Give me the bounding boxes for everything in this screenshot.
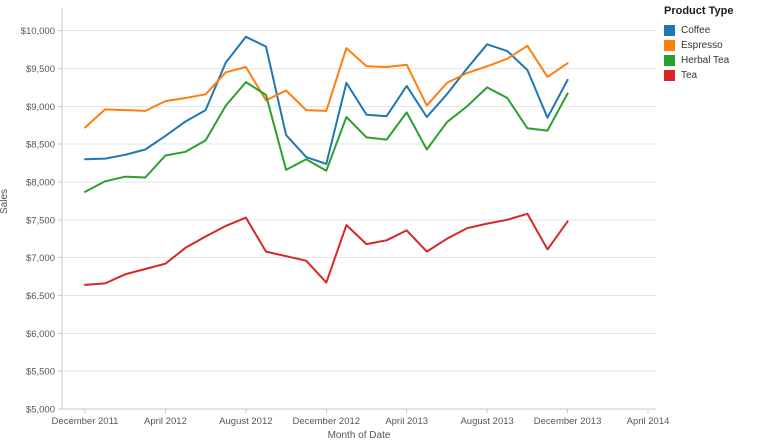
y-tick-label: $5,000 — [26, 405, 55, 416]
coffee-swatch-icon — [664, 25, 675, 36]
legend-item-label: Coffee — [681, 25, 711, 36]
legend-item-tea[interactable]: Tea — [664, 70, 764, 81]
series-line-tea[interactable] — [84, 212, 569, 286]
legend-item-label: Herbal Tea — [681, 55, 730, 66]
y-tick-label: $8,500 — [26, 140, 55, 151]
x-tick-label: December 2012 — [292, 416, 360, 427]
series-line-herbal-tea[interactable] — [84, 81, 569, 193]
espresso-swatch-icon — [664, 40, 675, 51]
x-tick-label: December 2011 — [52, 416, 119, 427]
herbal-tea-swatch-icon — [664, 55, 675, 66]
legend-item-label: Tea — [681, 70, 698, 81]
x-tick-label: December 2013 — [534, 416, 602, 427]
legend-item-coffee[interactable]: Coffee — [664, 25, 764, 36]
tea-swatch-icon — [664, 70, 675, 81]
legend: Product Type Coffee Espresso Herbal Tea … — [664, 5, 764, 85]
x-tick-label: April 2012 — [144, 416, 187, 427]
legend-title: Product Type — [664, 5, 734, 17]
y-tick-label: $7,000 — [26, 253, 55, 264]
y-tick-label: $9,500 — [26, 64, 55, 75]
x-tick-label: April 2013 — [385, 416, 428, 427]
y-tick-label: $9,000 — [26, 102, 55, 113]
x-tick-label: August 2013 — [460, 416, 513, 427]
y-tick-label: $5,500 — [26, 367, 55, 378]
y-axis-title: Sales — [0, 188, 11, 215]
y-tick-label: $10,000 — [21, 26, 55, 37]
y-tick-label: $8,000 — [26, 178, 55, 189]
series-line-coffee[interactable] — [84, 35, 569, 165]
y-tick-label: $7,500 — [26, 215, 55, 226]
x-tick-label: August 2012 — [219, 416, 272, 427]
y-tick-label: $6,500 — [26, 291, 55, 302]
legend-item-espresso[interactable]: Espresso — [664, 40, 764, 51]
series-line-espresso[interactable] — [84, 44, 569, 129]
y-tick-label: $6,000 — [26, 329, 55, 340]
legend-item-herbal-tea[interactable]: Herbal Tea — [664, 55, 764, 66]
x-tick-label: April 2014 — [627, 416, 670, 427]
legend-item-label: Espresso — [681, 40, 723, 51]
x-axis-title: Month of Date — [327, 430, 391, 441]
